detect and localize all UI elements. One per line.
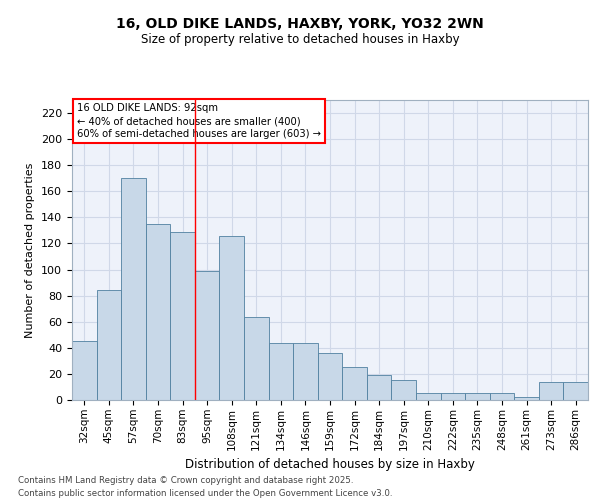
Bar <box>121 178 146 400</box>
Y-axis label: Number of detached properties: Number of detached properties <box>25 162 35 338</box>
Bar <box>342 368 367 400</box>
Text: Size of property relative to detached houses in Haxby: Size of property relative to detached ho… <box>140 32 460 46</box>
Bar <box>244 316 269 400</box>
Bar <box>514 398 539 400</box>
Bar <box>465 394 490 400</box>
Bar <box>97 290 121 400</box>
Bar <box>490 394 514 400</box>
Bar <box>539 382 563 400</box>
Bar <box>391 380 416 400</box>
Text: Contains HM Land Registry data © Crown copyright and database right 2025.
Contai: Contains HM Land Registry data © Crown c… <box>18 476 392 498</box>
Bar <box>367 375 391 400</box>
Bar <box>195 271 220 400</box>
Text: 16, OLD DIKE LANDS, HAXBY, YORK, YO32 2WN: 16, OLD DIKE LANDS, HAXBY, YORK, YO32 2W… <box>116 18 484 32</box>
Text: 16 OLD DIKE LANDS: 92sqm
← 40% of detached houses are smaller (400)
60% of semi-: 16 OLD DIKE LANDS: 92sqm ← 40% of detach… <box>77 103 321 140</box>
Bar <box>72 342 97 400</box>
Bar <box>220 236 244 400</box>
Bar <box>563 382 588 400</box>
Bar <box>293 342 318 400</box>
Bar <box>416 394 440 400</box>
Bar <box>318 353 342 400</box>
X-axis label: Distribution of detached houses by size in Haxby: Distribution of detached houses by size … <box>185 458 475 471</box>
Bar <box>269 342 293 400</box>
Bar <box>146 224 170 400</box>
Bar <box>440 394 465 400</box>
Bar <box>170 232 195 400</box>
